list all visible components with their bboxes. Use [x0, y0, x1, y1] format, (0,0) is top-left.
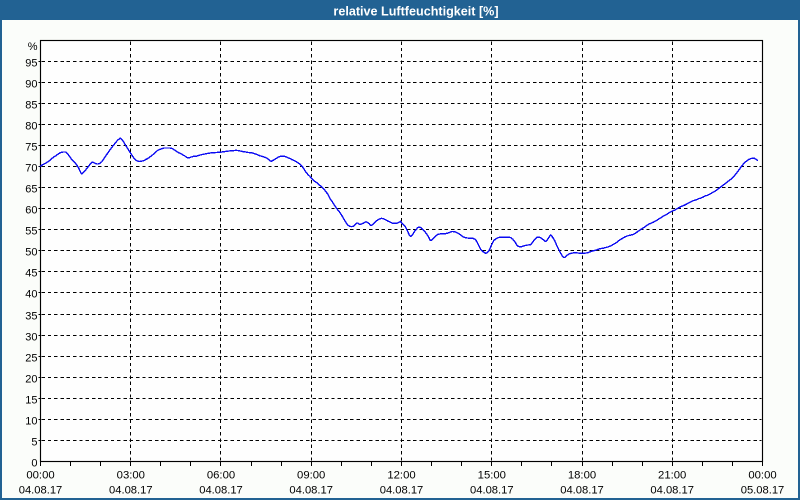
svg-text:0: 0 — [31, 458, 37, 470]
svg-text:04.08.17: 04.08.17 — [289, 485, 333, 497]
svg-text:15:00: 15:00 — [478, 469, 506, 481]
svg-text:55: 55 — [25, 226, 37, 238]
svg-text:04.08.17: 04.08.17 — [109, 485, 153, 497]
svg-text:04.08.17: 04.08.17 — [19, 485, 63, 497]
svg-text:03:00: 03:00 — [117, 469, 145, 481]
svg-text:06:00: 06:00 — [207, 469, 235, 481]
svg-text:04.08.17: 04.08.17 — [199, 485, 243, 497]
svg-text:45: 45 — [25, 268, 37, 280]
svg-text:%: % — [28, 41, 38, 53]
svg-text:30: 30 — [25, 332, 37, 344]
svg-text:90: 90 — [25, 79, 37, 91]
svg-text:35: 35 — [25, 311, 37, 323]
svg-text:relative Luftfeuchtigkeit [%]: relative Luftfeuchtigkeit [%] — [333, 4, 498, 18]
svg-text:10: 10 — [25, 416, 37, 428]
svg-text:04.08.17: 04.08.17 — [470, 485, 514, 497]
svg-text:50: 50 — [25, 247, 37, 259]
svg-text:85: 85 — [25, 100, 37, 112]
svg-text:20: 20 — [25, 374, 37, 386]
svg-text:15: 15 — [25, 395, 37, 407]
svg-text:21:00: 21:00 — [658, 469, 686, 481]
svg-text:25: 25 — [25, 353, 37, 365]
svg-text:04.08.17: 04.08.17 — [380, 485, 424, 497]
svg-text:12:00: 12:00 — [387, 469, 415, 481]
svg-text:95: 95 — [25, 58, 37, 70]
svg-text:80: 80 — [25, 121, 37, 133]
svg-text:18:00: 18:00 — [568, 469, 596, 481]
svg-text:04.08.17: 04.08.17 — [650, 485, 694, 497]
svg-text:09:00: 09:00 — [297, 469, 325, 481]
svg-text:60: 60 — [25, 205, 37, 217]
svg-text:00:00: 00:00 — [748, 469, 776, 481]
svg-text:65: 65 — [25, 184, 37, 196]
svg-text:05.08.17: 05.08.17 — [741, 485, 785, 497]
svg-text:40: 40 — [25, 289, 37, 301]
svg-text:00:00: 00:00 — [26, 469, 54, 481]
svg-text:75: 75 — [25, 142, 37, 154]
svg-text:70: 70 — [25, 163, 37, 175]
svg-text:04.08.17: 04.08.17 — [560, 485, 604, 497]
svg-text:5: 5 — [31, 437, 37, 449]
